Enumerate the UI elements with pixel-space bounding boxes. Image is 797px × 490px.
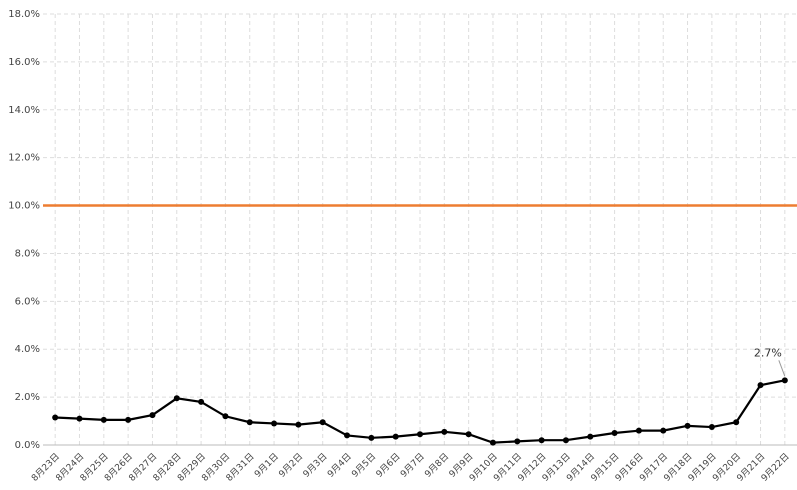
x-tick-label: 9月5日: [350, 451, 379, 480]
x-tick-label: 9月6日: [374, 451, 403, 480]
point: [344, 432, 351, 439]
point: [489, 439, 496, 446]
point: [222, 413, 229, 420]
point: [76, 415, 83, 422]
x-tick-label: 9月3日: [301, 451, 330, 480]
point: [562, 437, 569, 444]
data-label: 2.7%: [754, 346, 782, 359]
point: [52, 414, 59, 421]
point: [441, 428, 448, 435]
x-tick-label: 9月2日: [277, 451, 306, 480]
y-tick-label: 12.0%: [8, 153, 40, 164]
point: [246, 419, 253, 426]
point: [125, 416, 132, 423]
point: [198, 398, 205, 405]
point: [173, 395, 180, 402]
x-tick-label: 9月1日: [252, 451, 281, 480]
x-tick-label: 9月7日: [398, 451, 427, 480]
point: [660, 427, 667, 434]
point: [514, 438, 521, 445]
point: [392, 433, 399, 440]
y-tick-label: 14.0%: [8, 105, 40, 116]
label-leader: [778, 360, 786, 377]
point: [781, 377, 788, 384]
point: [611, 430, 618, 437]
point: [149, 412, 156, 419]
point: [295, 421, 302, 428]
point: [708, 424, 715, 431]
point: [733, 419, 740, 426]
point: [417, 431, 423, 438]
y-tick-label: 4.0%: [15, 344, 40, 355]
point: [538, 437, 545, 444]
y-tick-label: 2.0%: [15, 392, 40, 403]
y-tick-label: 0.0%: [15, 440, 40, 451]
y-tick-label: 18.0%: [8, 9, 40, 20]
y-tick-label: 8.0%: [15, 248, 40, 259]
y-tick-label: 6.0%: [15, 296, 40, 307]
x-tick-label: 9月8日: [423, 451, 452, 480]
point: [757, 382, 764, 389]
y-tick-label: 10.0%: [8, 201, 40, 212]
point: [368, 434, 375, 441]
point: [319, 419, 326, 426]
point: [587, 433, 594, 440]
y-tick-label: 16.0%: [8, 57, 40, 68]
point: [271, 420, 278, 427]
x-tick-label: 9月4日: [325, 451, 354, 480]
point: [100, 416, 107, 423]
point: [684, 422, 691, 429]
point: [635, 427, 642, 434]
point: [465, 431, 472, 438]
